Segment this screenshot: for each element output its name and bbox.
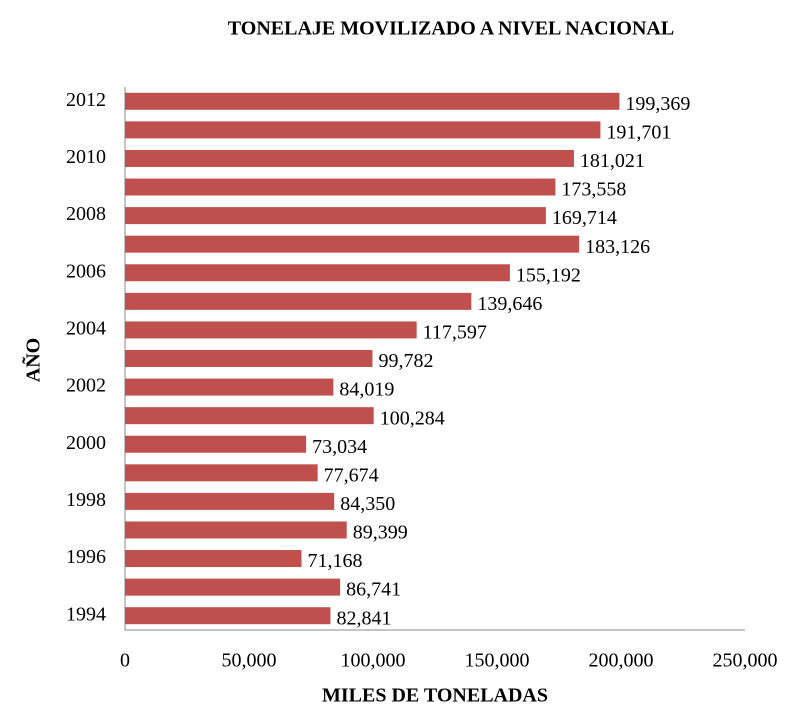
data-label: 89,399 — [353, 522, 408, 544]
x-tick-label: 50,000 — [222, 650, 277, 672]
bar — [125, 121, 601, 139]
data-label: 99,782 — [378, 350, 433, 372]
y-tick-label: 2000 — [66, 432, 106, 454]
y-tick-label: 1998 — [66, 489, 106, 511]
data-label: 191,701 — [606, 121, 671, 143]
bar — [125, 149, 574, 167]
y-tick-label: 2004 — [66, 318, 106, 340]
y-tick-label: 2002 — [66, 375, 106, 397]
x-tick-label: 100,000 — [341, 650, 406, 672]
bar — [125, 435, 307, 453]
y-tick-label: 2010 — [66, 146, 106, 168]
data-label: 86,741 — [346, 579, 401, 601]
data-label: 84,350 — [340, 493, 395, 515]
y-tick-label: 2012 — [66, 89, 106, 111]
y-tick-label: 1994 — [66, 603, 106, 625]
data-label: 84,019 — [339, 379, 394, 401]
data-label: 199,369 — [625, 93, 690, 115]
data-label: 173,558 — [561, 179, 626, 201]
y-tick-label: 2008 — [66, 203, 106, 225]
data-label: 139,646 — [477, 293, 542, 315]
bar — [125, 321, 417, 339]
bar — [125, 407, 374, 425]
bar — [125, 207, 546, 225]
bar — [125, 264, 510, 282]
y-tick-label: 1996 — [66, 546, 106, 568]
y-tick-label: 2006 — [66, 260, 106, 282]
y-axis-label: AÑO — [22, 338, 45, 382]
bar — [125, 607, 331, 625]
x-tick-label: 200,000 — [589, 650, 654, 672]
bar — [125, 521, 347, 539]
data-label: 169,714 — [552, 207, 617, 229]
x-axis-label: MILES DE TONELADAS — [322, 685, 548, 707]
data-label: 73,034 — [312, 436, 367, 458]
bar — [125, 292, 472, 310]
data-label: 77,674 — [324, 464, 379, 486]
bar — [125, 464, 318, 482]
data-label: 183,126 — [585, 236, 650, 258]
data-label: 155,192 — [516, 264, 581, 286]
data-label: 181,021 — [580, 150, 645, 172]
data-label: 117,597 — [423, 322, 487, 344]
data-label: 100,284 — [380, 407, 445, 429]
bar — [125, 178, 556, 196]
bar — [125, 350, 373, 367]
chart-title: TONELAJE MOVILIZADO A NIVEL NACIONAL — [228, 18, 674, 40]
bar — [125, 235, 580, 253]
data-label: 71,168 — [307, 550, 362, 572]
bar — [125, 492, 335, 510]
x-tick-label: 250,000 — [713, 650, 778, 672]
x-tick-label: 150,000 — [465, 650, 530, 672]
bar — [125, 92, 620, 110]
bar — [125, 378, 334, 396]
x-tick-label: 0 — [120, 650, 130, 672]
bar — [125, 550, 302, 568]
bar — [125, 578, 341, 596]
data-label: 82,841 — [336, 607, 391, 629]
